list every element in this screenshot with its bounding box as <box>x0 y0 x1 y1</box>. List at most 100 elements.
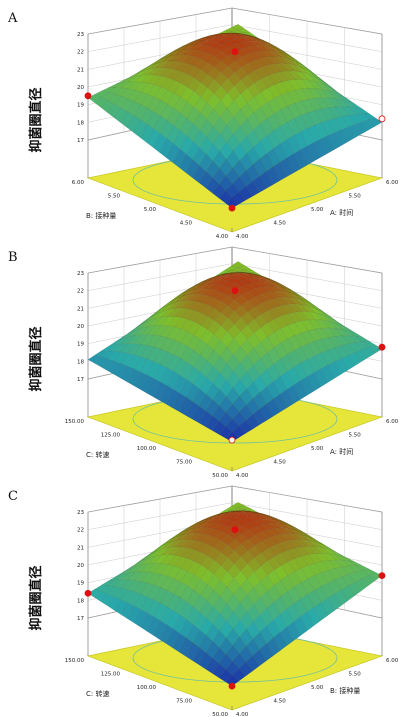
surface-facet <box>187 56 202 67</box>
surface-facet <box>302 65 317 76</box>
surface-facet <box>133 104 148 121</box>
surface-facet <box>186 590 201 608</box>
surface-facet <box>205 399 220 417</box>
z-tick-label: 17 <box>77 377 84 383</box>
surface-facet <box>320 135 335 154</box>
surface-facet <box>94 591 109 602</box>
design-point <box>378 115 386 123</box>
surface-facet <box>246 381 260 399</box>
surface-facet <box>166 593 181 611</box>
surface-facet <box>314 108 329 123</box>
z-tick-label: 20 <box>77 324 84 330</box>
surface-facet <box>115 78 129 85</box>
z-gridline <box>87 502 383 530</box>
surface-facet <box>122 73 136 82</box>
surface-facet <box>127 571 142 581</box>
chart-panel-a: A 17 18 19 20 21 22 23 4.00 4.50 5.00 5.50 6.00 4.00 4… <box>0 0 408 239</box>
surface-facet <box>166 354 181 372</box>
surface-facet <box>341 574 356 587</box>
surface-facet <box>153 100 168 117</box>
surface-facet <box>172 633 187 653</box>
surface-facet <box>114 107 128 123</box>
z-tick-label: 21 <box>77 545 84 551</box>
design-point <box>84 589 92 597</box>
surface-facet <box>192 629 207 648</box>
surface-facet <box>187 300 202 311</box>
surface-facet <box>214 44 229 52</box>
surface-facet <box>322 544 336 553</box>
surface-plot-b: B 17 18 19 20 21 22 23 4.00 4.50 5.00 5.50 6.00 50.00… <box>8 246 399 478</box>
surface-facet <box>147 74 162 85</box>
surface-facet <box>240 311 255 325</box>
surface-facet <box>308 74 323 85</box>
surface-facet <box>293 380 308 400</box>
z-tick-label: 19 <box>77 342 84 348</box>
surface-facet <box>280 121 295 140</box>
x-tick-label: 4.00 <box>236 234 249 239</box>
surface-facet <box>314 328 329 340</box>
y-tick-label: 75.00 <box>176 699 192 705</box>
z-gridline <box>87 485 383 513</box>
surface-facet <box>322 80 336 92</box>
surface-facet <box>314 572 329 587</box>
surface-facet <box>275 285 290 293</box>
surface-facet <box>159 624 174 645</box>
surface-facet <box>281 533 296 541</box>
surface-facet <box>328 553 343 561</box>
surface-facet <box>334 589 349 606</box>
surface-facet <box>252 409 267 426</box>
chart-panel-c: C 17 18 19 20 21 22 23 4.00 4.50 5.00 5.50 6.00 50.00… <box>0 478 408 717</box>
z-tick-label: 20 <box>77 85 84 91</box>
surface-facet <box>205 160 220 179</box>
surface-facet <box>238 186 253 201</box>
surface-facet <box>334 358 349 375</box>
y-tick-label: 150.00 <box>65 658 85 664</box>
surface-facet <box>232 191 246 205</box>
z-axis-label: 抑菌圈直径 <box>28 565 44 630</box>
surface-facet <box>361 347 376 358</box>
z-gridline <box>87 7 383 35</box>
surface-facet <box>114 352 129 364</box>
surface-facet <box>268 56 283 64</box>
surface-facet <box>120 589 135 603</box>
surface-facet <box>192 147 207 166</box>
surface-facet <box>180 558 195 572</box>
surface-facet <box>87 354 102 364</box>
surface-facet <box>236 272 250 274</box>
surface-facet <box>262 278 276 284</box>
surface-facet <box>224 270 238 274</box>
surface-facet <box>114 363 128 379</box>
surface-facet <box>225 645 240 662</box>
surface-facet <box>307 590 322 608</box>
design-point <box>231 48 239 56</box>
y-tick-label: 150.00 <box>65 419 85 425</box>
z-tick-label: 23 <box>77 32 84 38</box>
y-tick-label: 100.00 <box>137 685 157 691</box>
surface-facet <box>268 50 283 58</box>
surface-facet <box>249 35 263 41</box>
surface-facet <box>242 37 256 42</box>
surface-facet <box>268 290 283 299</box>
surface-facet <box>262 40 277 48</box>
surface-facet <box>244 32 258 38</box>
x-tick-label: 4.00 <box>236 473 249 478</box>
surface-facet <box>141 551 156 561</box>
x-tick-label: 6.00 <box>386 419 399 425</box>
surface-facet <box>107 94 122 105</box>
surface-facet <box>133 594 148 610</box>
surface-facet <box>293 616 308 637</box>
surface-facet <box>207 537 222 548</box>
surface-facet <box>241 278 256 285</box>
surface-facet <box>232 425 246 438</box>
surface-facet <box>199 360 214 378</box>
x-tick-label: 4.50 <box>274 221 287 227</box>
z-tick-label: 21 <box>77 306 84 312</box>
surface-facet <box>240 550 255 565</box>
surface-plot-a: A 17 18 19 20 21 22 23 4.00 4.50 5.00 5.50 6.00 4.00 4… <box>7 7 399 239</box>
surface-facet <box>225 674 239 687</box>
surface-facet <box>201 283 216 289</box>
surface-facet <box>166 108 181 126</box>
surface-facet <box>262 41 276 49</box>
surface-facet <box>269 515 284 522</box>
y-tick-label: 5.50 <box>108 194 121 200</box>
